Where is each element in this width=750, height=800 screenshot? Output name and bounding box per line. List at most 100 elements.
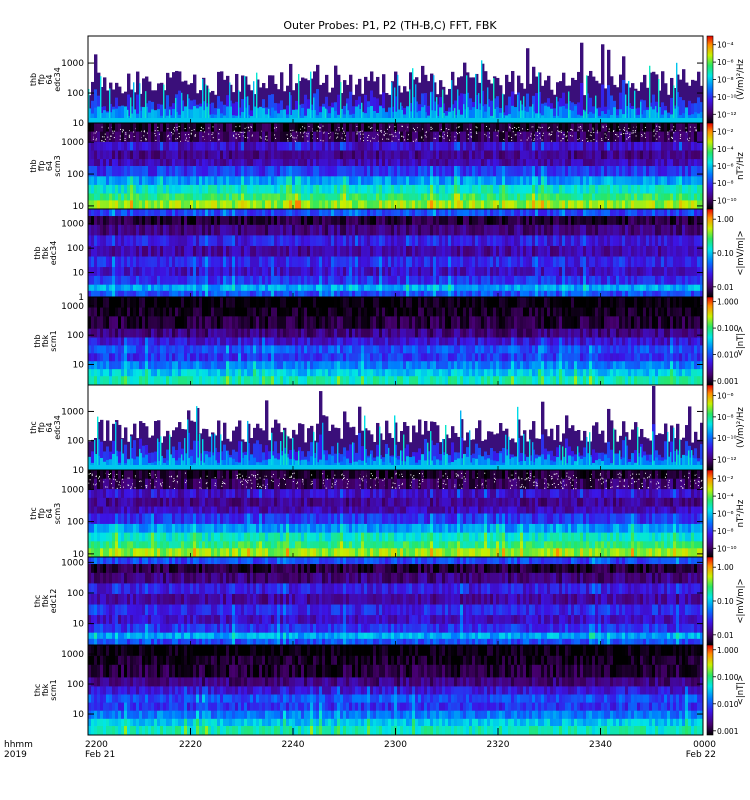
colorbar-tick-label: 0.010 xyxy=(717,700,739,709)
panel-ylabel: scm1 xyxy=(49,679,58,700)
panel-ylabel: thb xyxy=(29,73,38,86)
y-tick-label: 100 xyxy=(67,244,84,254)
panel-ylabel: thb xyxy=(29,159,38,172)
colorbar-tick-label: 10⁻⁸ xyxy=(717,179,734,188)
spectrogram-panel: 1000 100 10 1 thb fbk edc34 1.00 0.10 0.01<|mV/m|… xyxy=(33,208,746,303)
colorbar-tick-label: 0.010 xyxy=(717,350,739,359)
y-tick-label: 1000 xyxy=(61,138,84,148)
colorbar-tick-label: 1.00 xyxy=(717,563,734,572)
colorbar-tick-label: 0.001 xyxy=(717,727,739,736)
spectrogram-panel: 1000 100 10 thc fbk scm1 1.000 0.100 0.010 0.001 <… xyxy=(33,644,746,736)
colorbar-tick-label: 0.10 xyxy=(717,597,734,606)
y-tick-label: 10 xyxy=(73,269,85,279)
panel-ylabel: thc xyxy=(29,507,38,520)
chart-title: Outer Probes: P1, P2 (TH-B,C) FFT, FBK xyxy=(283,19,497,32)
colorbar: 10⁻⁶ 10⁻⁸ 10⁻¹⁰ 10⁻¹² (V/m)²/Hz xyxy=(706,384,746,471)
panel-ylabel: thc xyxy=(29,421,38,434)
colorbar-tick-label: 0.100 xyxy=(717,673,739,682)
colorbar: 10⁻² 10⁻⁴ 10⁻⁶ 10⁻⁸ 10⁻¹⁰ nT²/Hz xyxy=(706,122,746,210)
colorbar-scale xyxy=(706,296,714,386)
y-tick-label: 10 xyxy=(73,202,85,212)
y-tick-label: 10 xyxy=(73,710,85,720)
colorbar-scale xyxy=(706,644,714,736)
colorbar-tick-label: 10⁻⁶ xyxy=(717,510,734,519)
y-tick-label: 1000 xyxy=(61,220,84,230)
colorbar-label: (V/m)²/Hz xyxy=(736,407,746,448)
panel-ylabel: fbk xyxy=(41,683,50,696)
y-tick-label: 100 xyxy=(67,89,84,99)
x-tick-label: 0000 xyxy=(693,740,716,750)
colorbar-tick-label: 10⁻⁸ xyxy=(717,527,734,536)
colorbar-tick-label: 10⁻⁴ xyxy=(717,145,734,154)
colorbar-scale xyxy=(706,208,714,298)
colorbar-label: <|mV/m|> xyxy=(736,578,746,623)
x-tick-label: 2320 xyxy=(487,740,510,750)
colorbar-tick-label: 1.00 xyxy=(717,215,734,224)
panel-ylabel: fbk xyxy=(41,594,50,607)
y-tick-label: 10 xyxy=(73,620,85,630)
colorbar-tick-label: 10⁻¹² xyxy=(717,455,737,464)
x-tick-label: 2340 xyxy=(589,740,612,750)
panel-ylabel: fbk xyxy=(41,246,50,259)
spectrogram-image xyxy=(88,209,703,297)
time-axis-corner-label: hhmm xyxy=(4,740,33,750)
colorbar-tick-label: 10⁻⁶ xyxy=(717,162,734,171)
panel-ylabel: scm1 xyxy=(49,330,58,351)
colorbar-label: <|nT|> xyxy=(736,675,746,706)
y-tick-label: 100 xyxy=(67,589,84,599)
colorbar-tick-label: 10⁻⁴ xyxy=(717,492,734,501)
colorbar: 10⁻² 10⁻⁴ 10⁻⁶ 10⁻⁸ 10⁻¹⁰ nT²/Hz xyxy=(706,469,746,558)
colorbar-tick-label: 10⁻² xyxy=(717,475,734,484)
panel-ylabel: scm3 xyxy=(53,503,62,524)
colorbar: 1.000 0.100 0.010 0.001 <|nT|> xyxy=(706,296,746,386)
panel-ylabel: thb xyxy=(33,246,42,259)
panel-ylabel: ffp xyxy=(37,508,46,519)
y-tick-label: 100 xyxy=(67,331,84,341)
colorbar: 1.00 0.10 0.01<|mV/m|> xyxy=(706,556,746,646)
x-tick-label: 2240 xyxy=(282,740,305,750)
spectrogram-image xyxy=(88,385,703,470)
panel-ylabel: 64 xyxy=(45,74,54,84)
spectrogram-image xyxy=(88,36,703,123)
colorbar-tick-label: 10⁻¹⁰ xyxy=(717,434,737,443)
colorbar: 1.00 0.10 0.01<|mV/m|> xyxy=(706,208,746,298)
panel-ylabel: ffp xyxy=(37,74,46,85)
y-tick-label: 10 xyxy=(73,119,85,129)
y-tick-label: 1000 xyxy=(61,558,84,568)
colorbar-tick-label: 0.001 xyxy=(717,377,739,386)
y-tick-label: 1000 xyxy=(61,302,84,312)
panel-ylabel: edc34 xyxy=(53,415,62,440)
colorbar-tick-label: 10⁻¹⁰ xyxy=(717,544,737,553)
panel-ylabel: 64 xyxy=(45,508,54,518)
spectrogram-image xyxy=(88,470,703,557)
x-tick-label: 2300 xyxy=(384,740,407,750)
colorbar-tick-label: 10⁻¹⁰ xyxy=(717,93,737,102)
colorbar-label: nT²/Hz xyxy=(736,499,746,527)
panel-ylabel: edc34 xyxy=(49,241,58,266)
panel-ylabel: thc xyxy=(33,684,42,697)
y-tick-label: 100 xyxy=(67,680,84,690)
colorbar-scale xyxy=(706,469,714,558)
colorbar-tick-label: 10⁻¹² xyxy=(717,110,737,119)
colorbar-label: (V/m)²/Hz xyxy=(736,59,746,100)
colorbar: 10⁻⁴ 10⁻⁶ 10⁻⁸ 10⁻¹⁰ 10⁻¹² (V/m)²/Hz xyxy=(706,35,746,124)
colorbar-tick-label: 10⁻⁶ xyxy=(717,392,734,401)
x-date-label: Feb 21 xyxy=(85,750,115,760)
colorbar-tick-label: 10⁻⁶ xyxy=(717,58,734,67)
panel-ylabel: ffp xyxy=(37,422,46,433)
y-tick-label: 1000 xyxy=(61,59,84,69)
panel-ylabel: ffp xyxy=(37,161,46,172)
panel-ylabel: edc12 xyxy=(49,589,58,614)
colorbar-tick-label: 0.01 xyxy=(717,631,734,640)
time-axis-corner-label: 2019 xyxy=(4,750,27,760)
panel-ylabel: 64 xyxy=(45,161,54,171)
panel-ylabel: fbk xyxy=(41,334,50,347)
spectrogram-panel: 1000 100 10 thb fbk scm1 1.000 0.100 0.010 0.001 <… xyxy=(33,296,746,386)
panel-ylabel: thc xyxy=(33,595,42,608)
colorbar-scale xyxy=(706,384,714,471)
y-tick-label: 1000 xyxy=(61,650,84,660)
